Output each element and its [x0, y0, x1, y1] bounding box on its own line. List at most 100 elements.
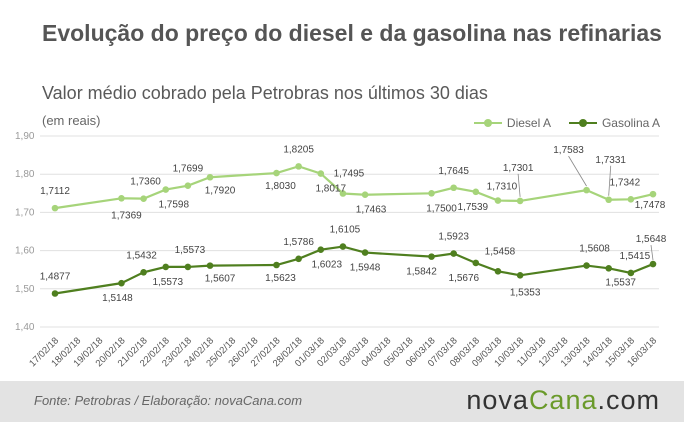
diesel-point [472, 188, 480, 196]
gasolina-point [118, 279, 125, 287]
gasolina-point [51, 290, 59, 297]
chart-legend: Diesel A Gasolina A [456, 116, 660, 130]
diesel-data-label: 1,7463 [356, 205, 387, 216]
diesel-data-label: 1,7699 [173, 164, 204, 175]
gasolina-label-leader [650, 244, 654, 261]
legend-swatch-gasolina [568, 118, 597, 128]
gasolina-data-label: 1,5353 [510, 287, 541, 298]
diesel-data-label: 1,7478 [635, 200, 666, 211]
legend-label-diesel: Diesel A [506, 116, 551, 130]
gasolina-data-label: 1,5432 [126, 250, 157, 261]
diesel-point [516, 197, 524, 205]
legend-swatch-diesel [473, 118, 502, 128]
diesel-label-leader [608, 165, 612, 196]
gasolina-point [516, 272, 524, 279]
diesel-data-label: 1,7369 [111, 210, 142, 221]
gasolina-data-label: 1,5537 [605, 277, 636, 288]
gasolina-data-label: 1,5786 [283, 237, 314, 248]
gasolina-point [627, 269, 635, 277]
diesel-data-label: 1,7500 [426, 203, 457, 214]
legend-item-diesel[interactable]: Diesel A [473, 116, 551, 130]
diesel-point [206, 173, 214, 181]
diesel-point [583, 186, 590, 194]
gasolina-point [206, 262, 214, 269]
gasolina-data-label: 1,5458 [485, 246, 516, 257]
gasolina-data-label: 1,5573 [175, 245, 206, 256]
diesel-point [428, 190, 435, 197]
gasolina-data-label: 1,5676 [449, 273, 480, 284]
gasolina-point [361, 249, 369, 256]
footer-bar: Fonte: Petrobras / Elaboração: novaCana.… [0, 381, 684, 422]
diesel-data-label: 1,7360 [130, 177, 161, 188]
diesel-data-label: 1,7495 [334, 168, 365, 179]
diesel-data-label: 1,8017 [315, 184, 346, 195]
diesel-point [184, 182, 192, 189]
gasolina-point [649, 260, 657, 268]
y-tick-label: 1,50 [15, 284, 35, 295]
gasolina-point [583, 262, 590, 269]
line-chart: 1,401,501,601,701,801,9017/02/1818/02/18… [15, 131, 667, 369]
gasolina-point [472, 259, 480, 267]
diesel-point [51, 204, 59, 212]
diesel-data-label: 1,7310 [487, 182, 518, 193]
legend-item-gasolina[interactable]: Gasolina A [568, 116, 660, 130]
y-tick-label: 1,70 [15, 207, 35, 218]
gasolina-data-label: 1,6023 [311, 260, 342, 271]
diesel-point [361, 191, 369, 199]
gasolina-data-label: 1,5573 [152, 277, 183, 288]
gasolina-data-label: 1,5608 [579, 244, 610, 255]
diesel-point [494, 197, 502, 204]
diesel-data-label: 1,7645 [438, 166, 469, 177]
diesel-label-leader [568, 155, 587, 187]
diesel-point [605, 196, 613, 204]
gasolina-data-label: 1,5648 [636, 234, 667, 245]
novacana-logo[interactable]: novaCana.com [466, 385, 660, 416]
diesel-data-label: 1,7539 [458, 202, 489, 213]
gasolina-point [605, 264, 613, 272]
gasolina-data-label: 1,5148 [102, 293, 133, 304]
gasolina-point [273, 261, 280, 269]
gasolina-data-label: 1,4877 [40, 271, 71, 282]
gasolina-line [54, 245, 654, 295]
gasolina-data-label: 1,6105 [330, 225, 361, 236]
diesel-label-leader [517, 173, 521, 197]
diesel-data-label: 1,7331 [595, 155, 626, 166]
diesel-point [649, 190, 657, 198]
gasolina-data-label: 1,5948 [350, 263, 381, 274]
diesel-point [295, 163, 302, 170]
diesel-point [118, 195, 125, 202]
diesel-data-label: 1,7598 [158, 200, 189, 211]
diesel-point [339, 190, 347, 197]
gasolina-point [450, 250, 457, 257]
unit-label: (em reais) [42, 113, 101, 128]
y-tick-label: 1,60 [15, 246, 35, 257]
diesel-data-label: 1,7112 [40, 186, 70, 197]
y-tick-label: 1,40 [15, 322, 35, 333]
chart-title: Evolução do preço do diesel e da gasolin… [42, 20, 662, 46]
logo-text-accent: Cana [528, 385, 598, 415]
gasolina-point [494, 268, 502, 275]
chart-subtitle: Valor médio cobrado pela Petrobras nos ú… [42, 83, 488, 103]
diesel-data-label: 1,7920 [205, 185, 236, 196]
diesel-point [140, 195, 147, 202]
gasolina-point [428, 253, 435, 260]
logo-text-tail: .com [597, 385, 660, 415]
diesel-point [627, 196, 635, 203]
diesel-data-label: 1,8205 [283, 144, 314, 155]
diesel-data-label: 1,7342 [610, 177, 641, 188]
gasolina-data-label: 1,5623 [265, 273, 296, 284]
gasolina-point [295, 255, 302, 263]
gasolina-data-label: 1,5842 [406, 267, 437, 278]
gasolina-point [317, 246, 325, 254]
y-tick-label: 1,90 [15, 131, 35, 142]
diesel-line [54, 165, 654, 210]
diesel-point [162, 186, 170, 193]
diesel-point [450, 184, 457, 192]
gasolina-point [140, 268, 147, 276]
legend-label-gasolina: Gasolina A [601, 116, 660, 130]
diesel-point [317, 170, 325, 177]
gasolina-point [339, 243, 347, 250]
gasolina-point [162, 263, 170, 271]
logo-text-main: nova [466, 385, 529, 415]
y-tick-label: 1,80 [15, 169, 35, 180]
